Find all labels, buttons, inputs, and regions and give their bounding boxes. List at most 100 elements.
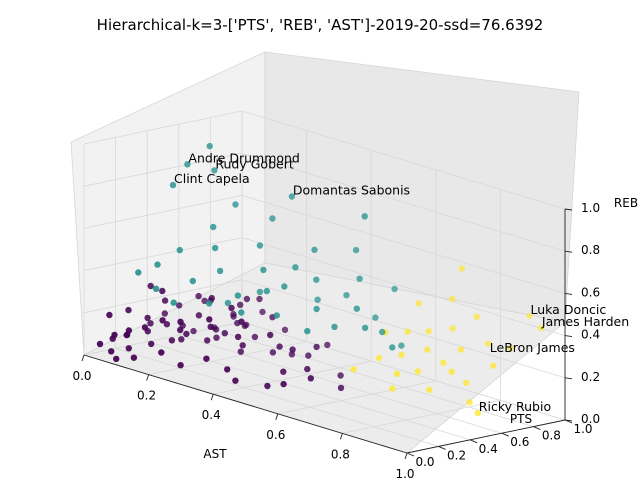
x-tick-label: 0.0 <box>72 369 91 383</box>
scatter-point-cluster-2 <box>473 313 480 320</box>
grid-back-z <box>241 279 566 379</box>
scatter-point-cluster-1 <box>292 264 299 271</box>
scatter-point-cluster-0 <box>177 326 184 334</box>
z-tick-mark <box>564 250 573 253</box>
z-tick-mark <box>564 377 573 380</box>
scatter-point-cluster-0 <box>239 342 246 349</box>
scatter-point-cluster-1 <box>372 314 379 321</box>
scatter-point-cluster-0 <box>213 334 220 341</box>
scatter-point-cluster-0 <box>280 368 287 375</box>
grid-floor-x <box>342 400 501 434</box>
scatter-point-cluster-0 <box>177 318 184 325</box>
x-tick-label: 0.4 <box>202 408 221 422</box>
scatter-point-cluster-0 <box>113 355 120 363</box>
scatter-point-cluster-1 <box>135 269 142 276</box>
y-tick-mark <box>533 426 541 431</box>
z-tick-mark <box>564 208 573 211</box>
z-tick-mark <box>564 335 573 338</box>
scatter-point-cluster-0 <box>234 333 242 341</box>
scatter-point-cluster-2 <box>350 366 357 373</box>
scatter-point-cluster-0 <box>195 312 203 319</box>
scatter-point-cluster-0 <box>304 365 311 373</box>
scatter-point-cluster-0 <box>96 340 104 348</box>
z-tick-label: 1.0 <box>581 201 600 215</box>
y-tick-label: 0.8 <box>542 429 561 443</box>
grid-left-z <box>83 152 243 187</box>
x-tick-mark <box>146 374 150 381</box>
scatter-point-cluster-0 <box>125 306 132 314</box>
scatter-point-cluster-1 <box>211 167 218 174</box>
z-tick-mark <box>564 419 573 422</box>
grid-floor-y <box>241 321 566 421</box>
scatter-point-cluster-1 <box>311 246 318 253</box>
scatter-point-cluster-0 <box>228 304 235 312</box>
grid-back-z <box>241 237 566 336</box>
y-tick-label: 1.0 <box>573 422 592 436</box>
scatter-point-cluster-0 <box>204 337 211 344</box>
scatter-point-cluster-0 <box>125 327 133 334</box>
scatter-point-cluster-1 <box>353 305 360 312</box>
x-axis-line <box>83 354 408 454</box>
scatter-point-cluster-0 <box>212 326 220 333</box>
scatter-point-cluster-0 <box>281 326 289 333</box>
scatter-point-cluster-0 <box>144 314 151 322</box>
grid-floor-y <box>178 334 502 434</box>
scatter-point-cluster-0 <box>337 372 344 379</box>
scatter-point-cluster-0 <box>232 377 239 384</box>
scatter-point-cluster-1 <box>224 299 232 307</box>
scatter-point-cluster-0 <box>203 355 210 362</box>
x-tick-label: 0.6 <box>266 428 285 442</box>
scatter-point-cluster-2 <box>449 295 456 303</box>
player-label: Rudy Gobert <box>215 156 293 171</box>
player-label: Domantas Sabonis <box>293 183 410 198</box>
scatter-point-cluster-0 <box>208 294 215 302</box>
scatter-point-cluster-0 <box>159 287 166 295</box>
scatter-point-cluster-0 <box>163 321 171 328</box>
x-tick-label: 0.8 <box>331 447 350 461</box>
player-label: James Harden <box>541 314 629 329</box>
scatter-point-cluster-0 <box>158 349 165 356</box>
grid-back-z <box>241 110 566 210</box>
scatter-point-cluster-0 <box>238 318 245 325</box>
y-tick-mark <box>501 432 509 437</box>
y-axis-line <box>406 419 566 454</box>
x-tick-label: 1.0 <box>395 467 414 480</box>
scatter-point-cluster-1 <box>343 292 350 299</box>
scatter-point-cluster-0 <box>178 336 185 343</box>
scatter-point-cluster-0 <box>224 366 231 373</box>
axes <box>81 208 573 460</box>
scatter-point-cluster-0 <box>207 323 214 330</box>
y-tick-label: 0.0 <box>415 455 434 469</box>
grid-left-z <box>83 110 243 145</box>
scatter-point-cluster-2 <box>449 325 456 332</box>
scatter-point-cluster-2 <box>448 368 455 375</box>
scatter-point-cluster-0 <box>221 330 228 337</box>
scatter-point-cluster-0 <box>264 382 271 390</box>
x-tick-mark <box>339 433 343 440</box>
z-tick-label: 0.2 <box>581 370 600 384</box>
scatter-point-cluster-1 <box>216 267 224 275</box>
y-tick-mark <box>438 445 446 450</box>
scatter-point-cluster-1 <box>273 312 280 319</box>
y-tick-label: 0.6 <box>510 435 529 449</box>
scatter-point-cluster-1 <box>269 215 276 222</box>
scatter-point-cluster-2 <box>457 346 465 353</box>
scatter-point-cluster-0 <box>324 341 331 349</box>
scatter-point-cluster-0 <box>206 316 213 323</box>
grid-back-z <box>241 195 566 294</box>
y-tick-mark <box>470 439 478 444</box>
scatter-point-cluster-0 <box>288 351 296 358</box>
scatter-point-cluster-0 <box>280 380 287 388</box>
y-tick-label: 0.4 <box>479 442 498 456</box>
scatter-point-cluster-1 <box>256 242 264 249</box>
x-tick-mark <box>275 413 279 420</box>
scatter-point-cluster-0 <box>177 362 184 369</box>
tick-labels: 0.00.20.40.60.81.00.0 0.2 0.4 0.6 0.8 1.00.00… <box>72 201 600 480</box>
x-tick-mark <box>81 354 85 362</box>
scatter-point-cluster-1 <box>379 328 386 336</box>
scatter-point-cluster-0 <box>305 352 312 359</box>
scatter-point-cluster-0 <box>313 343 320 351</box>
scatter-point-cluster-1 <box>313 305 320 313</box>
